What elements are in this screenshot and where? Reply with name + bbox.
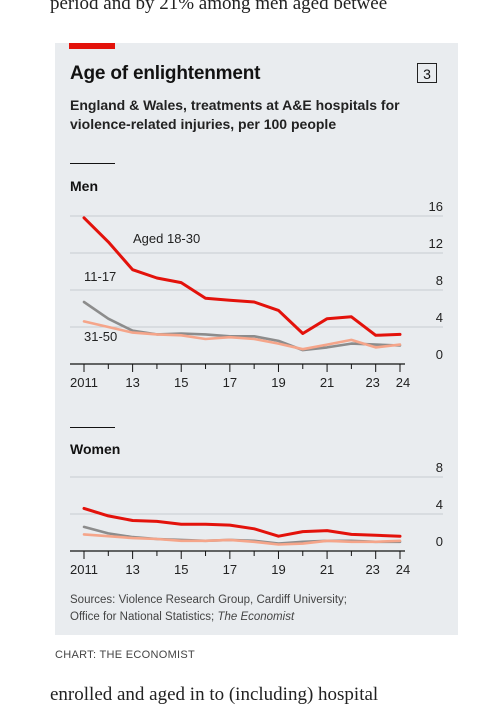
women-x-axis: 2011 13 15 17 19 21 23 24: [70, 550, 410, 577]
series-line-11-17: [82, 300, 402, 352]
panel-women: Women 0 4 8 2011 13 15 17 19 21 23 24: [70, 427, 443, 577]
panel-women-title: Women: [70, 441, 120, 457]
x-tick-label: 17: [223, 375, 237, 390]
chart-subtitle: England & Wales, treatments at A&E hospi…: [70, 97, 400, 132]
y-tick-label: 0: [436, 347, 443, 362]
women-y-tick-labels: 0 4 8: [436, 460, 443, 549]
women-series-lines: [82, 506, 402, 546]
x-tick-label: 24: [396, 375, 410, 390]
series-label-aged-18-30: Aged 18-30: [133, 231, 200, 246]
x-tick-label: 2011: [70, 375, 98, 390]
x-tick-label: 21: [320, 375, 334, 390]
economist-red-tag: [69, 43, 115, 49]
x-tick-label: 19: [271, 562, 285, 577]
series-line-31-50: [82, 533, 402, 546]
y-tick-label: 4: [436, 497, 443, 512]
chart-title: Age of enlightenment: [70, 63, 261, 84]
men-y-tick-labels: 0 4 8 12 16: [429, 199, 443, 362]
y-tick-label: 0: [436, 534, 443, 549]
y-tick-label: 8: [436, 460, 443, 475]
x-tick-label: 19: [271, 375, 285, 390]
x-tick-label: 15: [174, 562, 188, 577]
x-tick-label: 21: [320, 562, 334, 577]
x-tick-label: 2011: [70, 562, 98, 577]
y-tick-label: 16: [429, 199, 443, 214]
chart-source: Sources: Violence Research Group, Cardif…: [70, 592, 347, 626]
x-tick-label: 13: [125, 375, 139, 390]
men-x-axis: 2011 13 15 17 19 21 23 24: [70, 363, 410, 390]
chart-svg: Men 0 4 8 12 16 2011 13 15 17 19 21 23 24 Aged 18-3…: [70, 163, 443, 577]
men-gridlines: [70, 215, 443, 328]
panel-men-title: Men: [70, 178, 98, 194]
chart-credit: CHART: THE ECONOMIST: [55, 649, 196, 661]
x-tick-label: 17: [223, 562, 237, 577]
source-line-1: Sources: Violence Research Group, Cardif…: [70, 594, 347, 606]
article-text-bottom: enrolled and aged in to (including) hosp…: [50, 684, 379, 705]
source-line-2-italic: The Economist: [217, 611, 295, 623]
chart-card: Age of enlightenment 3 England & Wales, …: [55, 43, 458, 635]
series-label-11-17: 11-17: [84, 269, 116, 284]
series-line-aged-18-30: [82, 506, 402, 538]
series-line-aged-18-30: [82, 216, 402, 337]
x-tick-label: 13: [125, 562, 139, 577]
article-text-top: period and by 21% among men aged betwee: [50, 0, 388, 14]
x-tick-label: 23: [365, 375, 379, 390]
chart-number-badge: 3: [417, 63, 437, 83]
series-line-31-50: [82, 320, 402, 351]
panel-men: Men 0 4 8 12 16 2011 13 15 17 19 21 23 24 Aged 18-3…: [70, 163, 443, 390]
y-tick-label: 8: [436, 273, 443, 288]
women-gridlines: [70, 476, 443, 515]
x-tick-label: 15: [174, 375, 188, 390]
x-tick-label: 23: [365, 562, 379, 577]
series-label-31-50: 31-50: [84, 329, 117, 344]
source-line-2: Office for National Statistics; The Econ…: [70, 609, 347, 626]
men-series-lines: [82, 216, 402, 352]
y-tick-label: 12: [429, 236, 443, 251]
y-tick-label: 4: [436, 310, 443, 325]
x-tick-label: 24: [396, 562, 410, 577]
source-line-2-prefix: Office for National Statistics;: [70, 611, 218, 623]
